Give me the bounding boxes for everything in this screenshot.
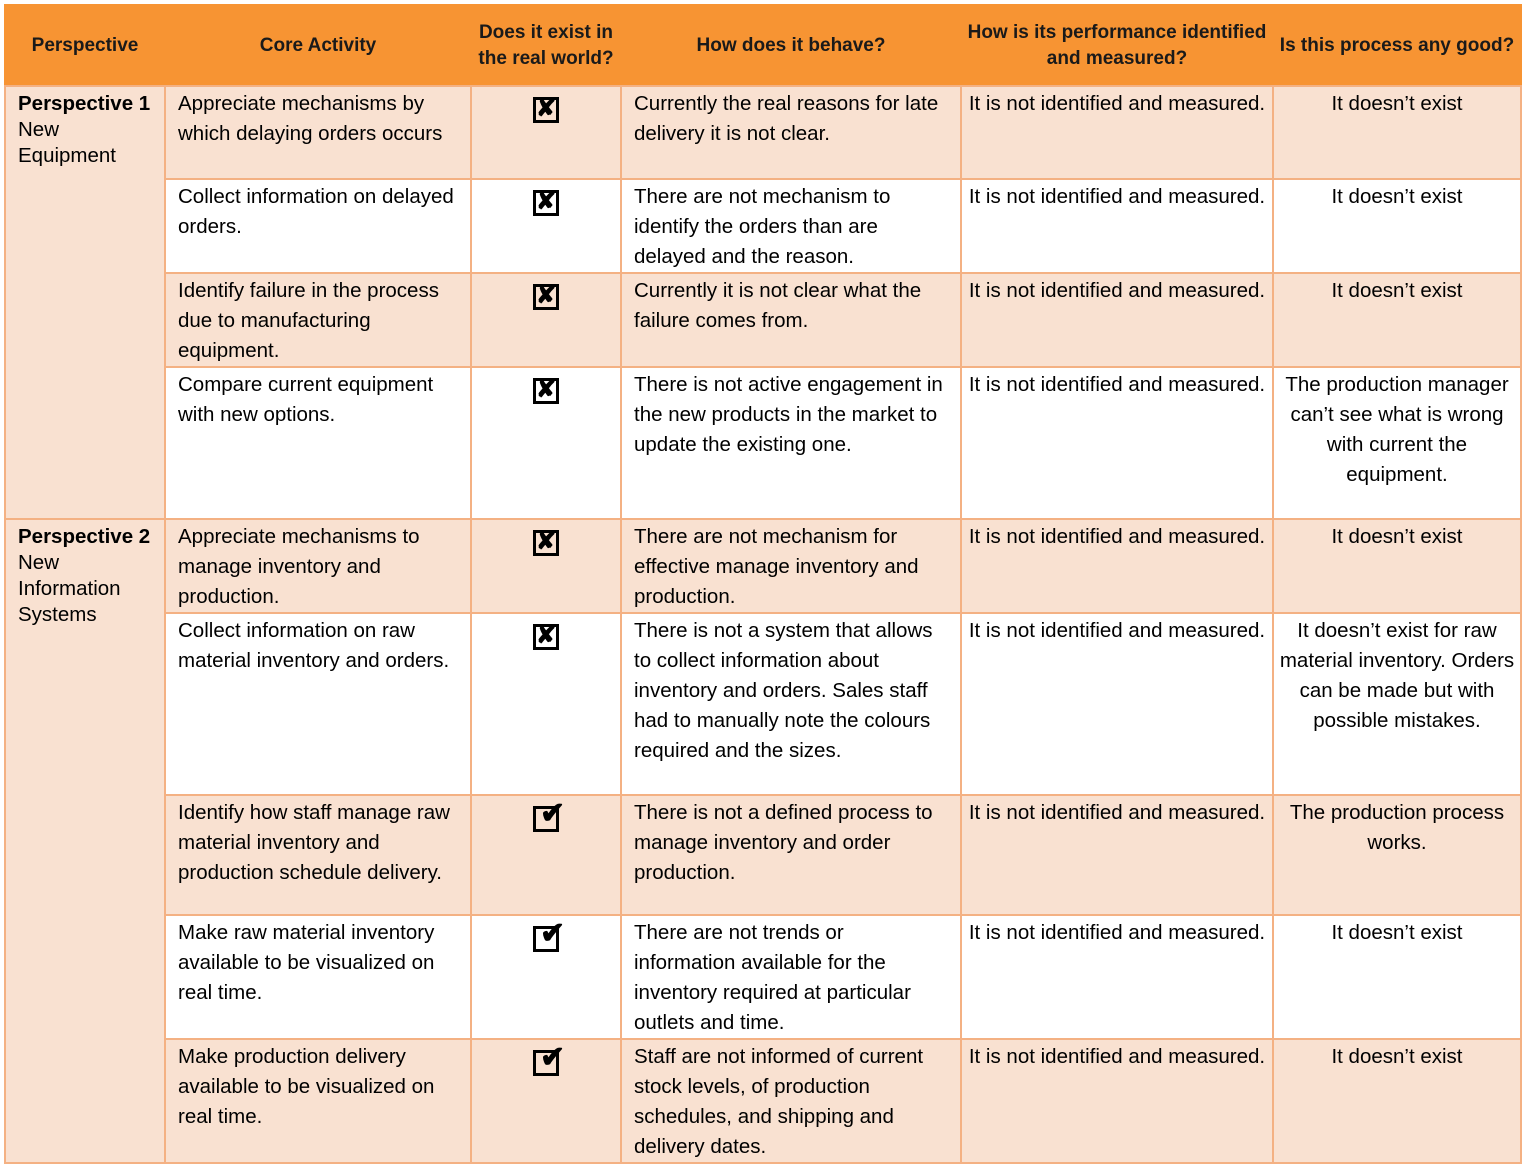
core-activity: Compare current equipment with new optio… bbox=[164, 366, 472, 520]
process-good: The production manager can’t see what is… bbox=[1272, 366, 1522, 520]
process-good: The production process works. bbox=[1272, 794, 1522, 916]
header-behave: How does it behave? bbox=[620, 4, 962, 87]
measured: It is not identified and measured. bbox=[960, 85, 1274, 180]
header-measured: How is its performance identified and me… bbox=[960, 4, 1274, 87]
measured: It is not identified and measured. bbox=[960, 612, 1274, 796]
exists-cell: ✔ bbox=[470, 794, 622, 916]
exists-cell: ✘ bbox=[470, 272, 622, 368]
table-row: Perspective 1 New Equipment Appreciate mec… bbox=[4, 85, 1522, 520]
process-good: It doesn’t exist for raw material invent… bbox=[1272, 612, 1522, 796]
perspective-title: Perspective 1 bbox=[18, 92, 151, 115]
checked-box-icon: ✔ bbox=[533, 799, 565, 832]
table-row: Identify how staff manage raw material i… bbox=[5, 794, 1522, 916]
perspective-cell: Perspective 2 New Information Systems bbox=[4, 518, 166, 1164]
exists-cell: ✘ bbox=[470, 518, 622, 614]
behaviour: There are not mechanism for effective ma… bbox=[620, 518, 962, 614]
measured: It is not identified and measured. bbox=[960, 272, 1274, 368]
core-activity: Collect information on raw material inve… bbox=[164, 612, 472, 796]
behaviour: There are not trends or information avai… bbox=[620, 914, 962, 1040]
behaviour: There is not a system that allows to col… bbox=[620, 612, 962, 796]
exists-cell: ✘ bbox=[470, 85, 622, 180]
header-row: Perspective Core Activity Does it exist … bbox=[4, 4, 1522, 87]
crossed-box-icon: ✘ bbox=[533, 376, 559, 404]
core-activity: Make raw material inventory available to… bbox=[164, 914, 472, 1040]
behaviour: Currently it is not clear what the failu… bbox=[620, 272, 962, 368]
process-good: It doesn’t exist bbox=[1272, 85, 1522, 180]
core-activity: Appreciate mechanisms to manage inventor… bbox=[164, 518, 472, 614]
measured: It is not identified and measured. bbox=[960, 366, 1274, 520]
crossed-box-icon: ✘ bbox=[533, 528, 559, 556]
exists-cell: ✘ bbox=[470, 178, 622, 274]
process-good: It doesn’t exist bbox=[1272, 178, 1522, 274]
table-row: Perspective 2 New Information Systems Appr… bbox=[4, 518, 1522, 1164]
measured: It is not identified and measured. bbox=[960, 518, 1274, 614]
measured: It is not identified and measured. bbox=[960, 914, 1274, 1040]
behaviour: Currently the real reasons for late deli… bbox=[620, 85, 962, 180]
behaviour: There is not a defined process to manage… bbox=[620, 794, 962, 916]
table-row: Collect information on raw material inve… bbox=[5, 612, 1522, 796]
process-good: It doesn’t exist bbox=[1272, 272, 1522, 368]
core-activity: Identify failure in the process due to m… bbox=[164, 272, 472, 368]
process-good: It doesn’t exist bbox=[1272, 914, 1522, 1040]
exists-cell: ✔ bbox=[470, 1038, 622, 1164]
perspective-subtitle: New Information Systems bbox=[18, 551, 121, 626]
core-activity: Appreciate mechanisms by which delaying … bbox=[164, 85, 472, 180]
measured: It is not identified and measured. bbox=[960, 178, 1274, 274]
perspective-subtitle: New Equipment bbox=[18, 118, 117, 167]
measured: It is not identified and measured. bbox=[960, 794, 1274, 916]
exists-cell: ✘ bbox=[470, 612, 622, 796]
process-good: It doesn’t exist bbox=[1272, 1038, 1522, 1164]
checked-box-icon: ✔ bbox=[533, 1043, 565, 1076]
crossed-box-icon: ✘ bbox=[533, 188, 559, 216]
perspective-title: Perspective 2 bbox=[18, 525, 151, 548]
behaviour: Staff are not informed of current stock … bbox=[620, 1038, 962, 1164]
process-assessment-table: Perspective Core Activity Does it exist … bbox=[4, 4, 1522, 1164]
behaviour: There are not mechanism to identify the … bbox=[620, 178, 962, 274]
exists-cell: ✔ bbox=[470, 914, 622, 1040]
header-core-activity: Core Activity bbox=[164, 4, 472, 87]
table-row: Collect information on delayed orders. ✘ T… bbox=[5, 178, 1522, 274]
core-activity: Make production delivery available to be… bbox=[164, 1038, 472, 1164]
crossed-box-icon: ✘ bbox=[533, 95, 559, 123]
exists-cell: ✘ bbox=[470, 366, 622, 520]
header-exists: Does it exist in the real world? bbox=[470, 4, 622, 87]
process-good: It doesn’t exist bbox=[1272, 518, 1522, 614]
crossed-box-icon: ✘ bbox=[533, 622, 559, 650]
crossed-box-icon: ✘ bbox=[533, 282, 559, 310]
table-row: Compare current equipment with new optio… bbox=[5, 366, 1522, 520]
table-row: Make raw material inventory available to… bbox=[5, 914, 1522, 1040]
header-good: Is this process any good? bbox=[1272, 4, 1522, 87]
checked-box-icon: ✔ bbox=[533, 919, 565, 952]
table-row: Make production delivery available to be… bbox=[5, 1038, 1522, 1164]
behaviour: There is not active engagement in the ne… bbox=[620, 366, 962, 520]
header-perspective: Perspective bbox=[4, 4, 166, 87]
core-activity: Collect information on delayed orders. bbox=[164, 178, 472, 274]
perspective-cell: Perspective 1 New Equipment bbox=[4, 85, 166, 520]
measured: It is not identified and measured. bbox=[960, 1038, 1274, 1164]
table-row: Identify failure in the process due to m… bbox=[5, 272, 1522, 368]
core-activity: Identify how staff manage raw material i… bbox=[164, 794, 472, 916]
